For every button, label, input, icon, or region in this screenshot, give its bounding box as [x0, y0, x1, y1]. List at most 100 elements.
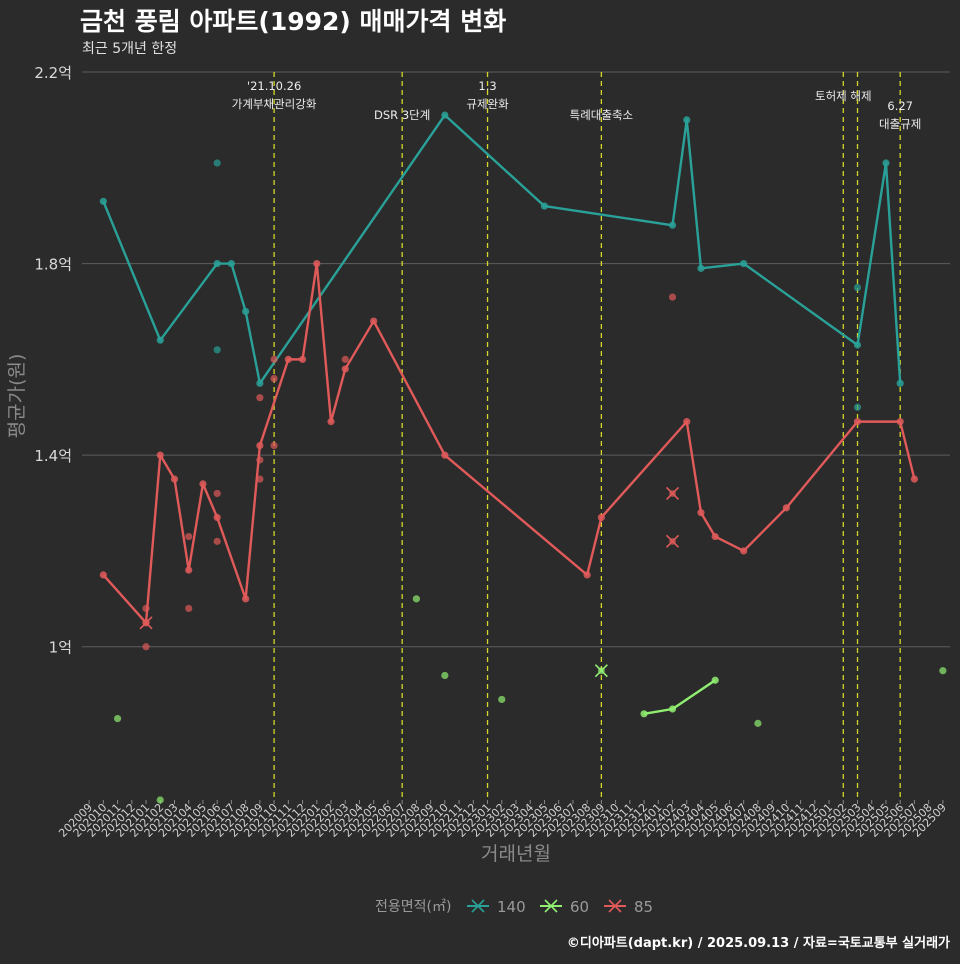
series-line-140 — [102, 113, 902, 385]
legend-key-cross-60 — [544, 899, 558, 913]
scatter-point-140 — [213, 346, 221, 354]
scatter-point-85 — [142, 604, 150, 613]
data-point-85 — [697, 509, 705, 517]
data-point-85 — [256, 441, 264, 450]
data-point-85 — [597, 513, 605, 522]
scatter-point-85 — [256, 475, 264, 483]
x-axis-title: 거래년월 — [481, 843, 551, 865]
y-tick-label: 1.4억 — [34, 447, 72, 465]
cross-marker-60 — [594, 664, 608, 678]
legend-key-cross-140 — [471, 899, 485, 913]
y-tick-label: 1.8억 — [34, 256, 72, 274]
data-point-140 — [697, 264, 705, 272]
policy-event-label: 가계부채관리강화 — [232, 97, 317, 111]
scatter-point-140 — [853, 283, 862, 292]
policy-event-label: 규제완화 — [466, 97, 509, 111]
scatter-point-85 — [256, 394, 264, 402]
data-point-85 — [199, 480, 207, 488]
data-point-85 — [327, 418, 335, 426]
scatter-point-60 — [441, 671, 449, 680]
chart-subtitle: 최근 5개년 한정 — [82, 41, 177, 57]
legend-label-85: 85 — [634, 898, 653, 916]
y-tick-label: 1억 — [49, 639, 72, 657]
data-point-85 — [853, 418, 862, 426]
scatter-point-85 — [142, 643, 150, 651]
scatter-point-60 — [754, 719, 762, 727]
data-point-140 — [256, 379, 264, 387]
data-point-140 — [227, 259, 236, 268]
data-point-85 — [99, 571, 107, 579]
data-point-60 — [640, 710, 648, 718]
scatter-point-140 — [853, 403, 862, 411]
data-point-85 — [185, 566, 193, 574]
policy-event-label: 대출규제 — [879, 117, 921, 131]
data-point-85 — [441, 451, 449, 459]
data-point-85 — [740, 547, 748, 555]
data-point-140 — [242, 307, 250, 316]
legend-key-cross-85 — [608, 899, 622, 913]
scatter-point-85 — [341, 355, 349, 363]
scatter-point-85 — [185, 604, 193, 613]
scatter-point-140 — [213, 159, 221, 167]
scatter-point-60 — [156, 796, 164, 804]
data-point-85 — [313, 259, 321, 268]
data-point-85 — [782, 504, 790, 512]
data-point-140 — [156, 336, 164, 344]
policy-event-label: 특례대출축소 — [570, 108, 633, 122]
scatter-point-85 — [270, 441, 278, 450]
data-point-140 — [740, 259, 748, 268]
series-line-85 — [102, 262, 916, 624]
scatter-point-60 — [412, 595, 420, 603]
policy-event-label: '21.10.26 — [247, 79, 301, 93]
data-point-85 — [711, 532, 719, 541]
data-point-85 — [170, 475, 179, 483]
cross-marker-85 — [665, 486, 680, 501]
data-point-140 — [882, 159, 890, 167]
data-point-140 — [853, 341, 862, 349]
scatter-point-85 — [270, 374, 278, 383]
footer-credit: ©디아파트(dapt.kr) / 2025.09.13 / 자료=국토교통부 실… — [567, 935, 950, 951]
cross-marker-85 — [665, 534, 680, 548]
data-point-85 — [298, 355, 307, 363]
series-line-60 — [643, 679, 716, 715]
legend-label-60: 60 — [570, 898, 589, 916]
data-point-85 — [242, 595, 250, 603]
data-point-85 — [284, 355, 292, 363]
scatter-point-60 — [113, 714, 122, 723]
policy-event-label: 토허제 해제 — [815, 89, 872, 103]
data-point-85 — [683, 418, 691, 426]
scatter-point-85 — [668, 293, 677, 301]
legend-title: 전용면적(㎡) — [375, 899, 451, 915]
data-point-140 — [213, 259, 221, 268]
legend-label-140: 140 — [497, 898, 526, 916]
chart-title: 금천 풍림 아파트(1992) 매매가격 변화 — [80, 7, 506, 36]
data-point-85 — [896, 418, 904, 426]
data-point-85 — [583, 571, 591, 579]
scatter-point-85 — [270, 355, 278, 363]
data-point-140 — [683, 116, 691, 124]
scatter-point-60 — [939, 667, 947, 675]
scatter-point-60 — [498, 695, 506, 704]
data-point-140 — [540, 202, 549, 210]
data-point-85 — [213, 513, 221, 522]
policy-event-label: DSR 3단계 — [374, 108, 430, 122]
data-point-60 — [711, 676, 719, 684]
scatter-point-85 — [185, 532, 193, 541]
y-axis-title: 평균가(원) — [6, 354, 28, 439]
data-point-140 — [99, 197, 107, 205]
data-point-85 — [370, 317, 378, 325]
y-tick-label: 2.2억 — [34, 64, 72, 82]
data-point-140 — [668, 221, 677, 229]
scatter-point-85 — [256, 456, 264, 464]
policy-event-label: 6.27 — [887, 99, 913, 113]
data-point-85 — [341, 365, 349, 373]
data-point-60 — [668, 705, 677, 713]
policy-event-label: 1.3 — [478, 79, 496, 93]
data-point-140 — [441, 111, 449, 119]
cross-marker-85 — [139, 616, 153, 630]
data-point-140 — [896, 379, 904, 387]
scatter-point-85 — [213, 489, 221, 498]
data-point-85 — [910, 475, 919, 483]
